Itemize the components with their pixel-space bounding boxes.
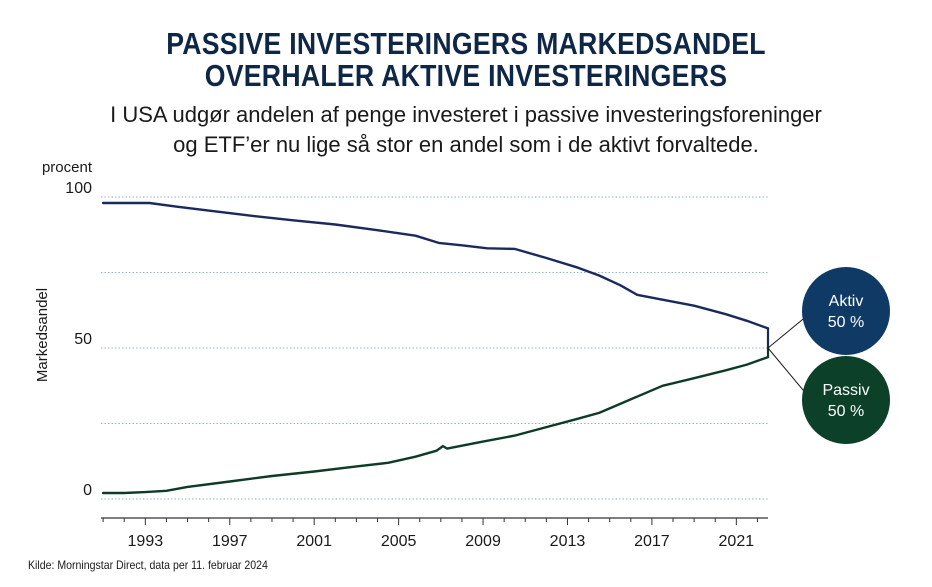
end-labels: Aktiv 50 % Passiv 50 % [767,267,890,444]
x-tick-label: 2017 [634,533,670,550]
axes: 0 50 100 procent Markedsandel 1993 1997 2001 200… [34,159,768,550]
end-bubble-value: 50 % [828,403,864,420]
gridlines [101,196,768,500]
bubble-leader-line [767,314,809,349]
chart-title-line-1: PASSIVE INVESTERINGERS MARKEDSANDEL [166,26,766,61]
chart-subtitle-line-1: I USA udgør andelen af penge investeret … [110,102,822,127]
x-tick-label: 2021 [719,533,755,550]
x-tick-label: 2013 [550,533,586,550]
end-bubble-value: 50 % [828,314,864,331]
series-line-aktiv [101,201,770,330]
y-tick-label: 100 [65,180,92,197]
x-tick-label: 1997 [212,533,248,550]
y-axis-title: Markedsandel [34,288,51,382]
y-tick-label: 0 [83,482,92,499]
y-tick-label: 50 [74,331,92,348]
end-bubble-name: Passiv [822,382,869,399]
bubble-leader-line [767,347,809,397]
x-tick-label: 2001 [296,533,332,550]
series-lines [101,201,770,495]
chart-title-line-2: OVERHALER AKTIVE INVESTERINGERS [204,58,728,93]
x-tick-label: 2005 [381,533,417,550]
x-tick-label: 1993 [128,533,164,550]
series-line-passiv [101,355,770,495]
chart-subtitle-line-2: og ETF’er nu lige så stor en andel som i… [173,132,759,157]
end-bubble-passiv [802,356,890,444]
source-note: Kilde: Morningstar Direct, data per 11. … [28,558,268,572]
end-bubble-aktiv [802,267,890,355]
x-tick-label: 2009 [465,533,501,550]
y-unit-label: procent [42,159,93,176]
end-bubble-name: Aktiv [829,293,864,310]
